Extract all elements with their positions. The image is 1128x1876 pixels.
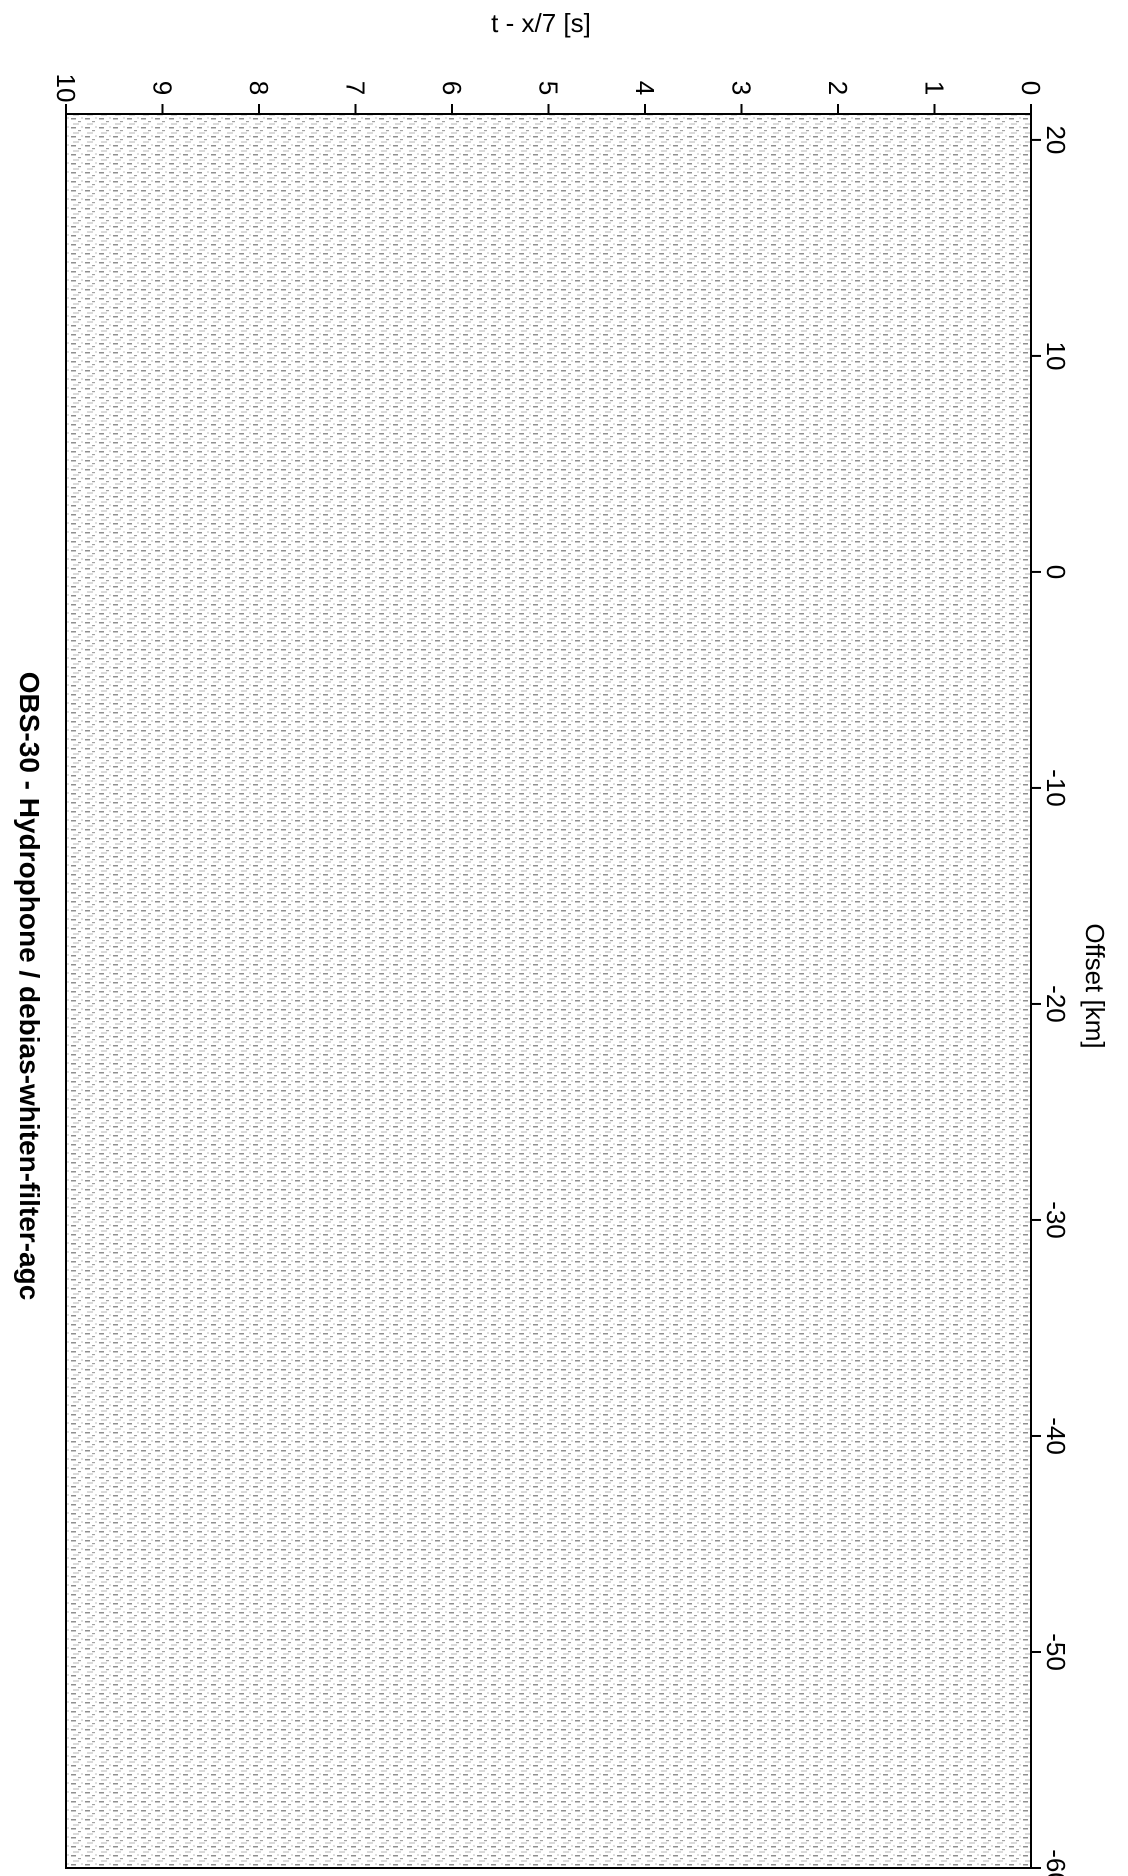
- x-tick-label: -30: [1041, 1201, 1071, 1239]
- y-axis-title: t - x/7 [s]: [491, 8, 591, 38]
- chart-title: OBS-30 - Hydrophone / debias-whiten-filt…: [14, 672, 45, 1301]
- x-tick-label: -40: [1041, 1417, 1071, 1455]
- x-axis-title: Offset [km]: [1080, 923, 1110, 1048]
- y-tick-label: 10: [51, 74, 81, 103]
- y-tick-label: 9: [148, 81, 178, 95]
- y-tick-label: 2: [823, 81, 853, 95]
- trace-texture: [66, 114, 1031, 1868]
- y-tick-label: 1: [920, 81, 950, 95]
- y-tick-label: 5: [534, 81, 564, 95]
- x-tick-label: -20: [1041, 985, 1071, 1023]
- x-tick-label: -60: [1041, 1849, 1071, 1876]
- x-tick-label: -50: [1041, 1633, 1071, 1671]
- y-tick-label: 3: [727, 81, 757, 95]
- y-tick-label: 4: [630, 81, 660, 95]
- y-tick-label: 8: [244, 81, 274, 95]
- x-tick-label: 20: [1041, 125, 1071, 154]
- y-tick-label: 7: [341, 81, 371, 95]
- x-tick-label: 10: [1041, 341, 1071, 370]
- y-tick-label: 0: [1016, 81, 1046, 95]
- x-tick-label: -10: [1041, 769, 1071, 807]
- y-tick-label: 6: [437, 81, 467, 95]
- x-tick-label: 0: [1041, 565, 1071, 579]
